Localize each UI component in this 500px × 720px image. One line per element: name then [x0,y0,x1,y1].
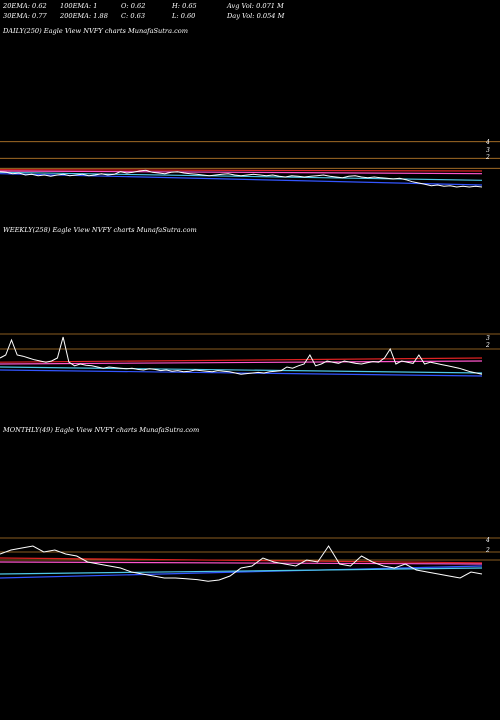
stat-ema200: 200EMA: 1.88 [60,12,108,20]
right-tick-label: 3 [486,147,490,154]
right-tick-label: 2 [485,342,490,349]
ema-red-line [0,557,483,564]
weekly-chart: 32 [0,333,500,377]
price-line [0,169,483,188]
stat-open: O: 0.62 [121,2,146,10]
monthly-chart-title: MONTHLY(49) Eagle View NVFY charts Munaf… [3,426,200,434]
ema-pink-line [0,561,483,565]
ema-pink-line [0,170,483,175]
weekly-chart-title: WEEKLY(258) Eagle View NVFY charts Munaf… [3,226,197,234]
daily-chart: 432 [0,139,500,188]
ema-cyan-line [0,567,483,575]
stat-avg-vol: Avg Vol: 0.071 M [227,2,284,10]
price-line [0,336,483,375]
ema-red-line [0,357,483,363]
monthly-chart: 42 [0,537,500,582]
right-tick-label: 2 [485,154,490,161]
ema-cyan-line [0,366,483,374]
ema-blue-line [0,565,483,579]
stat-day-vol: Day Vol: 0.054 M [227,12,285,20]
daily-chart-title: DAILY(250) Eagle View NVFY charts Munafa… [3,27,189,35]
stat-low: L: 0.60 [172,12,196,20]
ema-blue-line [0,173,483,186]
price-line [0,545,483,582]
stat-ema20: 20EMA: 0.62 [3,2,47,10]
stat-ema100: 100EMA: 1 [60,2,98,10]
ema-blue-line [0,369,483,377]
stat-ema30: 30EMA: 0.77 [3,12,47,20]
right-tick-label: 4 [485,537,490,544]
right-tick-label: 2 [485,547,490,554]
ema-red-line [0,169,483,172]
stat-close: C: 0.63 [121,12,146,20]
right-tick-label: 3 [486,335,490,342]
stat-high: H: 0.65 [172,2,197,10]
right-tick-label: 4 [485,139,490,146]
